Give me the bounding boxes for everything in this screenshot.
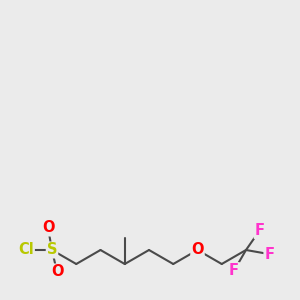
Text: F: F [255, 223, 265, 238]
Text: F: F [229, 263, 239, 278]
Text: S: S [47, 242, 57, 257]
Text: O: O [42, 220, 54, 236]
Text: O: O [191, 242, 204, 257]
Text: Cl: Cl [18, 242, 34, 257]
Text: O: O [51, 265, 63, 280]
Text: F: F [264, 247, 274, 262]
